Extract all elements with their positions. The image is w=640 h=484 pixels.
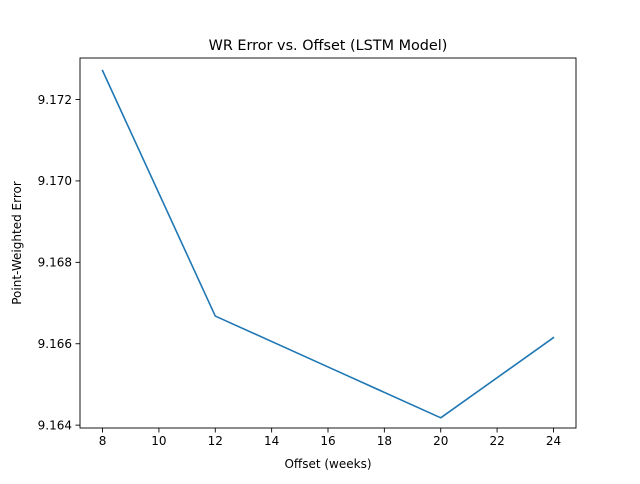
y-axis-ticks: 9.164 9.166 9.168 9.170 9.172 [38, 93, 80, 432]
x-tick-label: 14 [264, 434, 279, 448]
x-tick-label: 10 [151, 434, 166, 448]
x-tick-label: 22 [489, 434, 504, 448]
x-tick-label: 16 [320, 434, 335, 448]
x-axis-label: Offset (weeks) [284, 457, 371, 471]
y-tick-label: 9.172 [38, 93, 72, 107]
x-tick-label: 8 [99, 434, 107, 448]
x-tick-label: 24 [546, 434, 561, 448]
chart-title: WR Error vs. Offset (LSTM Model) [209, 38, 448, 54]
y-tick-label: 9.164 [38, 418, 72, 432]
y-tick-label: 9.166 [38, 337, 72, 351]
y-tick-label: 9.170 [38, 174, 72, 188]
x-tick-label: 18 [377, 434, 392, 448]
series-line [101, 69, 555, 419]
x-axis-ticks: 8 10 12 14 16 18 20 22 24 [99, 428, 561, 448]
y-tick-label: 9.168 [38, 256, 72, 270]
y-axis-label: Point-Weighted Error [10, 181, 24, 305]
x-tick-label: 20 [433, 434, 448, 448]
x-tick-label: 12 [208, 434, 223, 448]
plot-line-layer [101, 69, 555, 419]
